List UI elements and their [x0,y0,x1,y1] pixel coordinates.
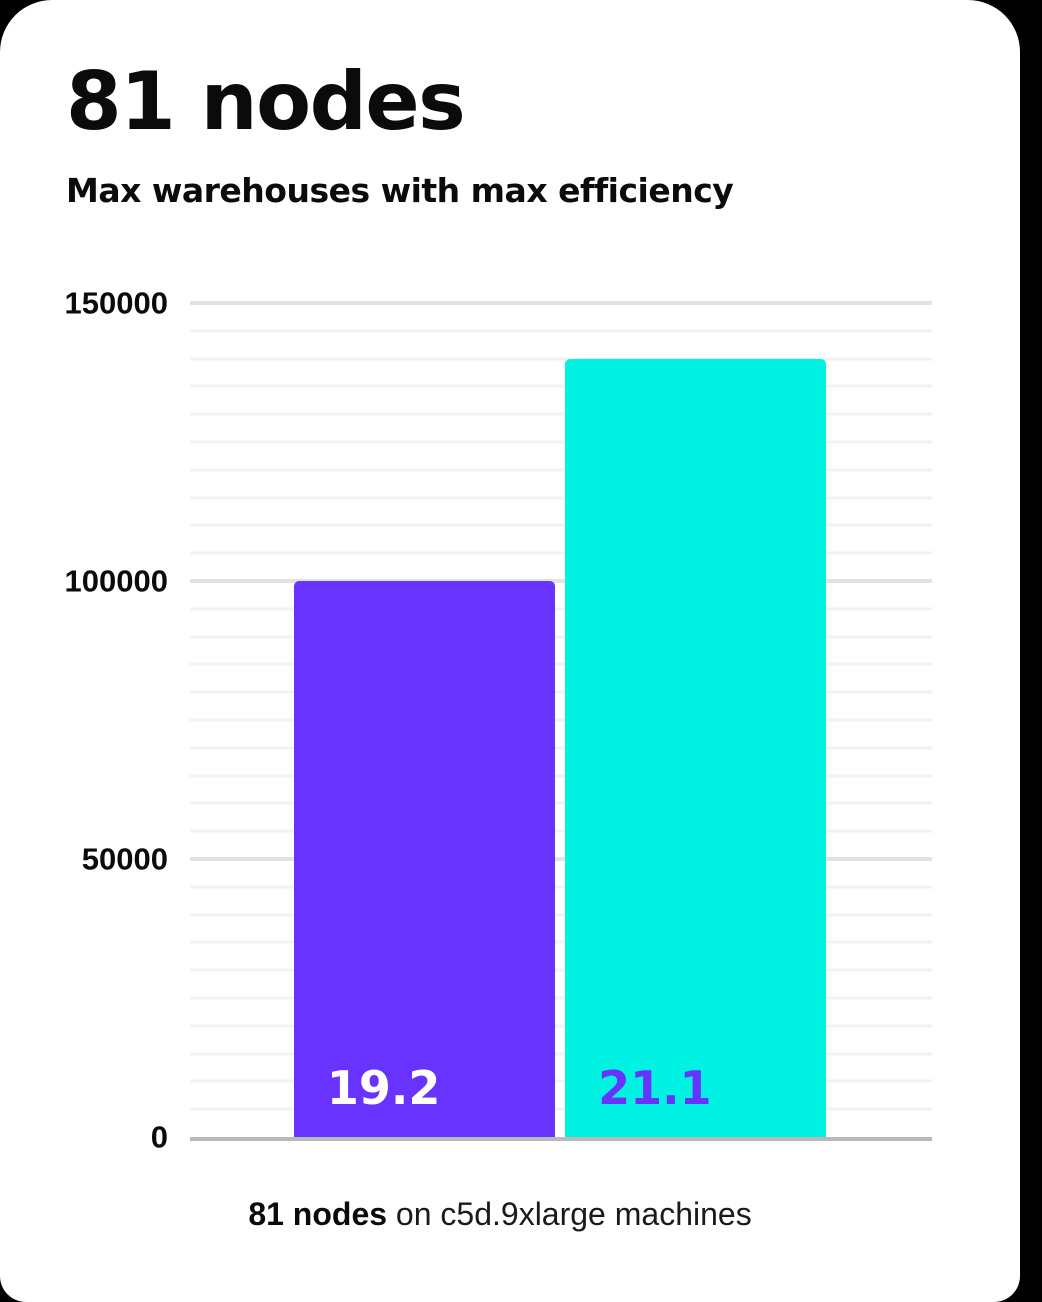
y-tick-label-0: 0 [150,1119,168,1155]
y-tick-label-50000: 50000 [81,841,168,877]
gridline-minor [190,329,932,333]
gridline-minor [190,523,932,527]
gridline-minor [190,357,932,361]
bar-value-label-21.1: 21.1 [598,1061,712,1115]
chart-plot-area: 19.2 21.1 [190,301,932,1141]
chart-caption: 81 nodes on c5d.9xlarge machines [68,1196,932,1233]
gridline-minor [190,496,932,500]
caption-bold-text: 81 nodes [248,1196,388,1232]
bar-21.1: 21.1 [565,358,827,1137]
y-axis-labels: 0 50000 100000 150000 [0,288,168,1153]
gridline-minor [190,635,932,639]
gridline-minor [190,662,932,666]
gridline-minor [190,468,932,472]
gridline-minor [190,1024,932,1028]
gridline-minor [190,913,932,917]
y-tick-label-150000: 150000 [64,285,168,321]
page-subtitle: Max warehouses with max efficiency [66,171,734,210]
gridline-minor [190,996,932,1000]
gridline-major [190,857,932,862]
gridline-minor [190,968,932,972]
page-title: 81 nodes [66,55,466,148]
gridline-major [190,301,932,305]
caption-rest-text: on c5d.9xlarge machines [387,1196,752,1232]
gridline-minor [190,746,932,750]
y-tick-label-100000: 100000 [64,563,168,599]
gridline-minor [190,1052,932,1056]
chart-card: 81 nodes Max warehouses with max efficie… [0,0,1020,1302]
gridline-minor [190,384,932,388]
gridline-minor [190,412,932,416]
gridline-major [190,579,932,584]
gridline-minor [190,690,932,694]
gridline-minor [190,1107,932,1111]
gridline-minor [190,551,932,555]
gridline-minor [190,829,932,833]
gridline-minor [190,940,932,944]
gridline-minor [190,607,932,611]
gridline-minor [190,1079,932,1083]
gridline-minor [190,718,932,722]
bar-19.2: 19.2 [293,581,556,1137]
gridline-minor [190,801,932,805]
gridline-minor [190,440,932,444]
gridline-minor [190,885,932,889]
bar-value-label-19.2: 19.2 [326,1061,441,1115]
gridline-minor [190,774,932,778]
